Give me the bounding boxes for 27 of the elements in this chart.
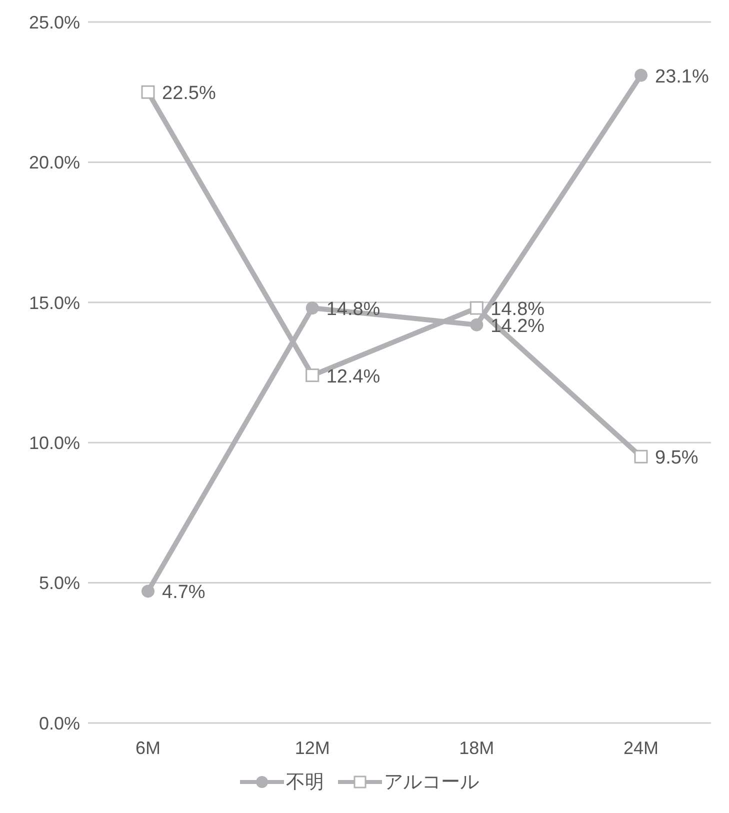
point <box>634 450 648 464</box>
point <box>306 302 319 315</box>
y-tick-label: 25.0% <box>28 12 80 32</box>
point <box>142 584 154 598</box>
legend-label: 不明 <box>286 771 324 795</box>
y-tick-label: 10.0% <box>28 432 80 453</box>
y-tick-label: 0.0% <box>38 713 80 734</box>
data-label: 12.4% <box>326 366 380 388</box>
y-tick-label: 5.0% <box>38 573 80 594</box>
data-label: 22.5% <box>162 83 216 104</box>
x-tick-label: 12M <box>294 738 330 758</box>
data-label: 23.1% <box>655 66 709 88</box>
legend-label: アルコール <box>384 771 479 795</box>
point <box>306 368 320 382</box>
data-label: 4.7% <box>162 582 206 604</box>
x-tick-label: 6M <box>135 738 161 758</box>
point <box>470 318 484 332</box>
x-tick-label: 24M <box>623 738 659 758</box>
point <box>141 85 155 99</box>
x-tick-label: 18M <box>459 738 494 758</box>
y-tick-label: 15.0% <box>28 292 80 313</box>
data-label: 9.5% <box>655 448 698 469</box>
point <box>634 68 648 82</box>
data-label: 14.8% <box>326 299 380 320</box>
point <box>470 301 484 315</box>
y-tick-label: 20.0% <box>28 152 80 173</box>
data-label: 14.2% <box>490 316 545 337</box>
